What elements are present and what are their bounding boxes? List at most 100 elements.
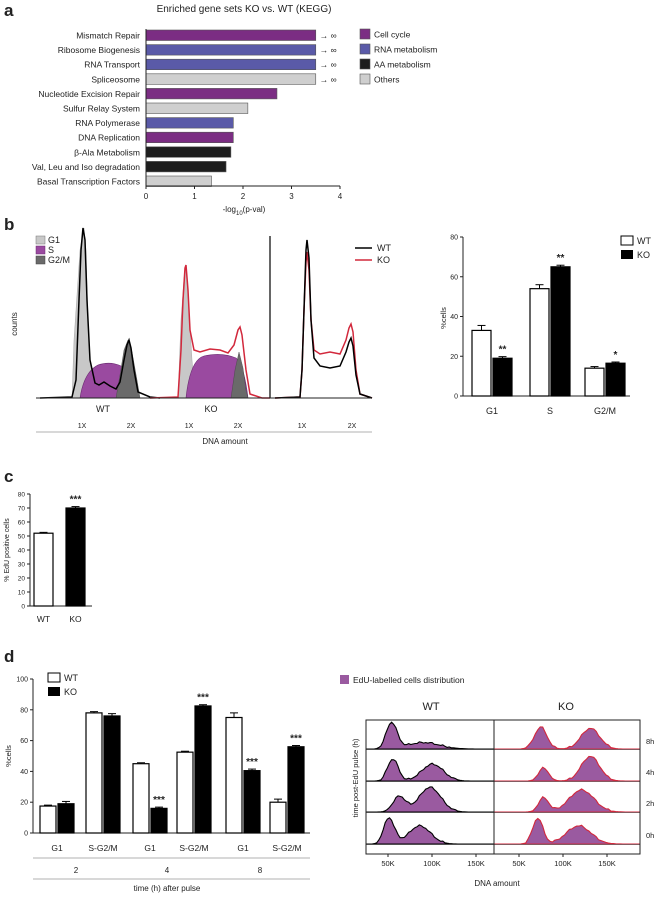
ridge-curve	[494, 788, 640, 813]
legend-ko-label: KO	[64, 687, 77, 697]
y-tick-label: 70	[18, 506, 26, 513]
ridge-col-ko: KO	[558, 701, 574, 713]
bar-ko	[65, 507, 86, 607]
ridge-x-ticks: 50K 100K 150K 50K 100K 150K	[381, 859, 615, 868]
ko-histogram-line	[149, 264, 270, 399]
ridge-frame	[365, 719, 641, 855]
significance-label: ***	[153, 795, 165, 806]
panel-label-c: c	[4, 467, 13, 486]
y-tick-label: 20	[18, 576, 26, 583]
bar-aa	[145, 161, 227, 173]
ridge-row-labels: 8h 4h 2h 0h	[646, 737, 654, 840]
x-tick-label: 1	[192, 192, 197, 201]
ridge-plots	[366, 721, 640, 857]
bar-wt	[225, 716, 243, 834]
infinity-marker: → ∞	[320, 60, 337, 70]
bar-others	[145, 102, 249, 114]
y-tick-label: 30	[18, 562, 26, 569]
y-tick-label: 60	[18, 520, 26, 527]
hist-sublabel-wt: WT	[96, 404, 110, 414]
hist-overlay-plot	[274, 239, 373, 399]
x-category-label: G1	[51, 843, 63, 853]
legend-label: RNA metabolism	[374, 45, 437, 55]
bar-wt	[39, 805, 57, 834]
bar-rna	[145, 44, 317, 56]
chart-b-legend: WT KO	[620, 235, 651, 260]
x-category-label: S-G2/M	[179, 843, 208, 853]
bar-ko	[243, 770, 261, 834]
chart-a-bars	[145, 29, 317, 187]
bar-others	[145, 73, 317, 85]
y-tick-label: 20	[20, 800, 28, 807]
infinity-marker: → ∞	[320, 45, 337, 55]
chart-a-xlabel: -log10(p-val)	[223, 205, 266, 217]
infinity-marker: → ∞	[320, 74, 337, 84]
chart-d-bar: 0 20 40 60 80 100 *** *** *** *** G1 S-G2/M G1 S-G2/M…	[4, 677, 310, 893]
x-category-label: G2/M	[594, 406, 616, 416]
bar-cell_cycle	[145, 88, 278, 100]
significance-label: **	[499, 345, 507, 356]
hist-ylabel: counts	[10, 312, 19, 336]
ridge-curve	[366, 817, 494, 845]
legend-wt-swatch	[620, 235, 634, 246]
bar-ko	[57, 803, 75, 834]
hist-tick-2x: 2X	[348, 423, 357, 430]
timepoint-label: 4	[165, 866, 170, 875]
y-tick-label: 0	[24, 831, 28, 838]
ridge-curve	[366, 721, 494, 750]
bar-ko	[492, 357, 513, 397]
bar-wt	[176, 751, 194, 834]
category-label: Sulfur Relay System	[63, 104, 140, 114]
legend-ko-swatch	[48, 687, 60, 696]
timepoint-label: 8	[258, 866, 263, 875]
y-axis-label: % EdU positive cells	[4, 518, 11, 582]
ridge-curve	[366, 786, 494, 813]
bar-ko	[287, 746, 305, 834]
bar-ko	[605, 362, 626, 397]
chart-a-title: Enriched gene sets KO vs. WT (KEGG)	[157, 4, 332, 15]
y-tick-label: 100	[16, 677, 28, 684]
y-tick-label: 60	[450, 274, 458, 281]
x-tick-label: 4	[338, 192, 343, 201]
ridge-ylabel: time post-EdU pulse (h)	[351, 738, 360, 817]
category-label: RNA Polymerase	[75, 118, 140, 128]
x-tick-label: 3	[289, 192, 294, 201]
bar-rna	[145, 117, 234, 129]
category-label: Basal Transcription Factors	[37, 177, 140, 187]
legend-wt-label: WT	[64, 673, 78, 683]
x-category-label: S	[547, 406, 553, 416]
chart-d-legend: WT KO	[47, 672, 78, 697]
y-tick-label: 40	[20, 769, 28, 776]
hist-xlabel: DNA amount	[202, 437, 248, 446]
x-category-label: G1	[144, 843, 156, 853]
panel-label-d: d	[4, 647, 14, 666]
bar-wt	[269, 801, 287, 834]
ridge-row-4h: 4h	[646, 768, 654, 777]
ridge-curve	[366, 759, 494, 782]
hist-x-ticks: 1X 2X 1X 2X 1X 2X	[78, 423, 357, 430]
legend-s-label: S	[48, 245, 54, 255]
ridge-row-2h: 2h	[646, 799, 654, 808]
legend-swatch-rna	[359, 43, 371, 55]
ridge-tick-50k: 50K	[512, 859, 525, 868]
hist-phase-legend: G1 S G2/M	[35, 235, 70, 265]
significance-label: ***	[197, 693, 209, 704]
legend-ko-label: KO	[637, 250, 650, 260]
hist-tick-1x: 1X	[298, 423, 307, 430]
legend-g2m-swatch	[35, 255, 46, 265]
hist-tick-1x: 1X	[185, 423, 194, 430]
x-category-label: S-G2/M	[88, 843, 117, 853]
overlay-wt-line	[274, 239, 373, 399]
ridge-legend: EdU-labelled cells distribution	[340, 675, 465, 685]
ridge-row-8h: 8h	[646, 737, 654, 746]
significance-label: *	[614, 350, 618, 361]
y-tick-label: 40	[18, 548, 26, 555]
chart-a-legend: Cell cycle RNA metabolism AA metabolism Oth…	[359, 28, 437, 85]
category-label: Val, Leu and Iso degradation	[32, 162, 140, 172]
category-label: β-Ala Metabolism	[74, 147, 140, 157]
legend-wt-swatch	[47, 672, 61, 683]
ridge-curve	[494, 755, 640, 782]
panel-label-a: a	[4, 1, 14, 20]
